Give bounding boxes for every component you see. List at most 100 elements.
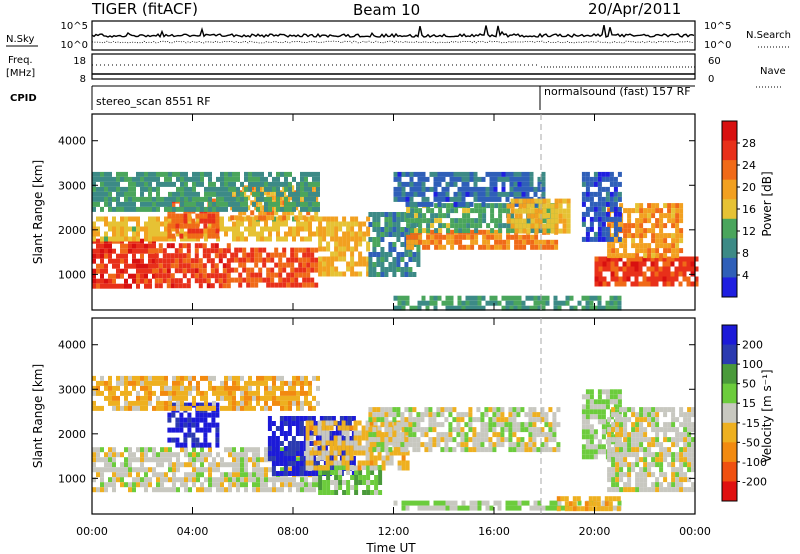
- power-cell: [92, 231, 96, 237]
- power-cell: [589, 216, 594, 222]
- power-cell: [486, 229, 491, 235]
- velocity-cell: [627, 487, 632, 493]
- power-cell: [614, 266, 619, 272]
- velocity-cell: [552, 437, 557, 443]
- velocity-cell: [188, 385, 192, 391]
- velocity-cell: [609, 394, 614, 400]
- velocity-cell: [548, 437, 553, 443]
- velocity-cell: [252, 477, 256, 483]
- velocity-cell: [184, 452, 188, 458]
- velocity-cell: [228, 472, 232, 478]
- power-cell: [282, 190, 287, 196]
- velocity-cell: [224, 462, 228, 468]
- power-cell: [226, 278, 231, 284]
- velocity-cell: [272, 482, 276, 488]
- velocity-cell: [208, 467, 212, 473]
- power-cell: [469, 171, 474, 177]
- power-cell: [270, 215, 275, 221]
- power-cell: [397, 196, 402, 202]
- velocity-cell: [96, 380, 100, 386]
- power-cell: [422, 228, 427, 234]
- velocity-cell: [611, 467, 616, 473]
- y-tick-label: 4000: [58, 339, 86, 352]
- power-cell: [100, 206, 104, 212]
- power-cell: [410, 244, 415, 250]
- power-cell: [666, 276, 671, 282]
- power-cell: [392, 247, 397, 252]
- power-cell: [144, 231, 148, 237]
- velocity-cell: [683, 472, 688, 478]
- velocity-cell: [609, 434, 614, 440]
- power-cell: [659, 238, 664, 244]
- velocity-cell: [271, 451, 276, 456]
- power-cell: [408, 267, 413, 272]
- power-cell: [226, 263, 231, 269]
- power-cell: [184, 236, 188, 242]
- power-cell: [308, 196, 312, 202]
- velocity-cell: [321, 435, 326, 441]
- velocity-cell: [589, 429, 594, 435]
- power-cell: [406, 213, 411, 219]
- velocity-cell: [548, 422, 553, 428]
- power-cell: [589, 226, 594, 232]
- power-cell: [425, 186, 430, 192]
- power-cell: [174, 253, 179, 259]
- power-cell: [290, 267, 295, 273]
- nsky-tick-top-right: 10^5: [704, 21, 731, 32]
- velocity-cell: [429, 505, 434, 511]
- power-cell: [270, 205, 275, 211]
- power-cell: [230, 267, 235, 273]
- power-cell: [597, 176, 602, 182]
- power-cell: [278, 272, 283, 278]
- power-cell: [655, 208, 660, 214]
- power-cell: [220, 191, 224, 197]
- power-cell: [429, 186, 434, 192]
- velocity-cell: [291, 456, 296, 461]
- velocity-cell: [581, 434, 586, 440]
- power-cell: [417, 181, 422, 187]
- velocity-cell: [180, 395, 184, 401]
- velocity-cell: [643, 407, 648, 413]
- power-cell: [224, 176, 228, 182]
- power-cell: [350, 236, 355, 242]
- velocity-cell: [176, 375, 180, 381]
- velocity-cell: [392, 432, 397, 438]
- velocity-cell: [224, 405, 228, 411]
- velocity-cell: [509, 505, 514, 511]
- velocity-cell: [321, 445, 326, 451]
- power-cell: [226, 248, 231, 254]
- velocity-cell: [279, 461, 284, 466]
- velocity-cell: [448, 407, 453, 413]
- power-cell: [216, 236, 220, 242]
- velocity-cell: [349, 455, 354, 461]
- velocity-cell: [619, 477, 624, 483]
- power-cell: [426, 234, 431, 240]
- power-cell: [566, 208, 571, 214]
- velocity-cell: [461, 500, 466, 506]
- power-cell: [368, 237, 373, 242]
- power-cell: [490, 244, 495, 250]
- velocity-cell: [369, 420, 374, 426]
- velocity-cell: [524, 447, 529, 453]
- velocity-cell: [627, 407, 632, 413]
- colorbar-tick-label: 15: [742, 397, 756, 410]
- velocity-cell: [597, 414, 602, 420]
- velocity-cell: [585, 389, 590, 395]
- power-cell: [191, 223, 196, 229]
- power-cell: [376, 262, 381, 267]
- velocity-cell: [647, 472, 652, 478]
- power-cell: [533, 300, 538, 306]
- velocity-cell: [380, 422, 385, 428]
- power-cell: [457, 196, 462, 202]
- velocity-cell: [323, 446, 328, 451]
- velocity-cell: [337, 435, 342, 441]
- power-cell: [232, 171, 236, 177]
- power-cell: [108, 248, 112, 254]
- velocity-cell: [671, 472, 676, 478]
- velocity-cell: [136, 477, 140, 483]
- power-cell: [593, 211, 598, 217]
- power-cell: [354, 236, 359, 242]
- power-cell: [211, 228, 216, 234]
- power-cell: [192, 196, 196, 202]
